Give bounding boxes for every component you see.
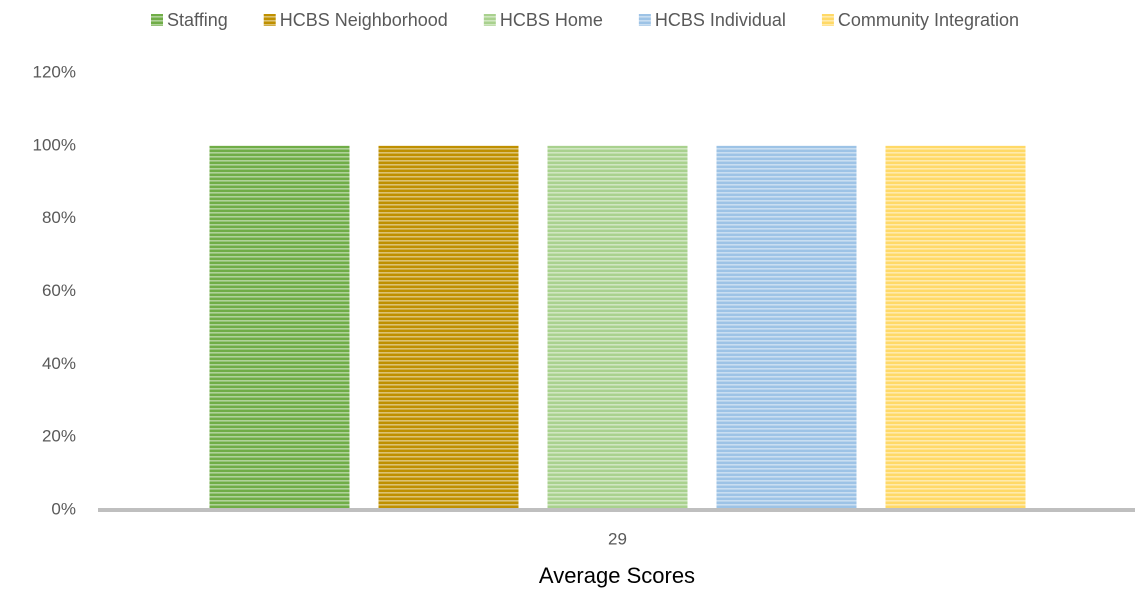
bar: [885, 145, 1026, 511]
legend-swatch: [151, 14, 163, 26]
legend-label: HCBS Individual: [655, 10, 786, 30]
legend-label: Community Integration: [838, 10, 1019, 30]
y-tick-label: 60%: [42, 281, 76, 300]
y-tick-label: 20%: [42, 427, 76, 446]
legend-swatch: [638, 14, 651, 26]
bar: [378, 145, 519, 511]
y-tick-label: 100%: [33, 135, 76, 154]
legend-label: HCBS Home: [500, 10, 603, 30]
legend-label: Staffing: [167, 10, 228, 30]
bar: [209, 145, 350, 511]
y-tick-label: 40%: [42, 354, 76, 373]
x-axis-title: Average Scores: [539, 563, 695, 588]
bar: [547, 145, 688, 511]
y-tick-label: 80%: [42, 208, 76, 227]
x-tick-label: 29: [608, 529, 627, 548]
y-tick-label: 0%: [51, 499, 76, 518]
legend-swatch: [483, 14, 496, 26]
legend-swatch: [821, 14, 834, 26]
bar: [716, 145, 857, 511]
legend-label: HCBS Neighborhood: [280, 10, 448, 30]
legend-swatch: [263, 14, 276, 26]
y-tick-label: 120%: [33, 62, 76, 81]
